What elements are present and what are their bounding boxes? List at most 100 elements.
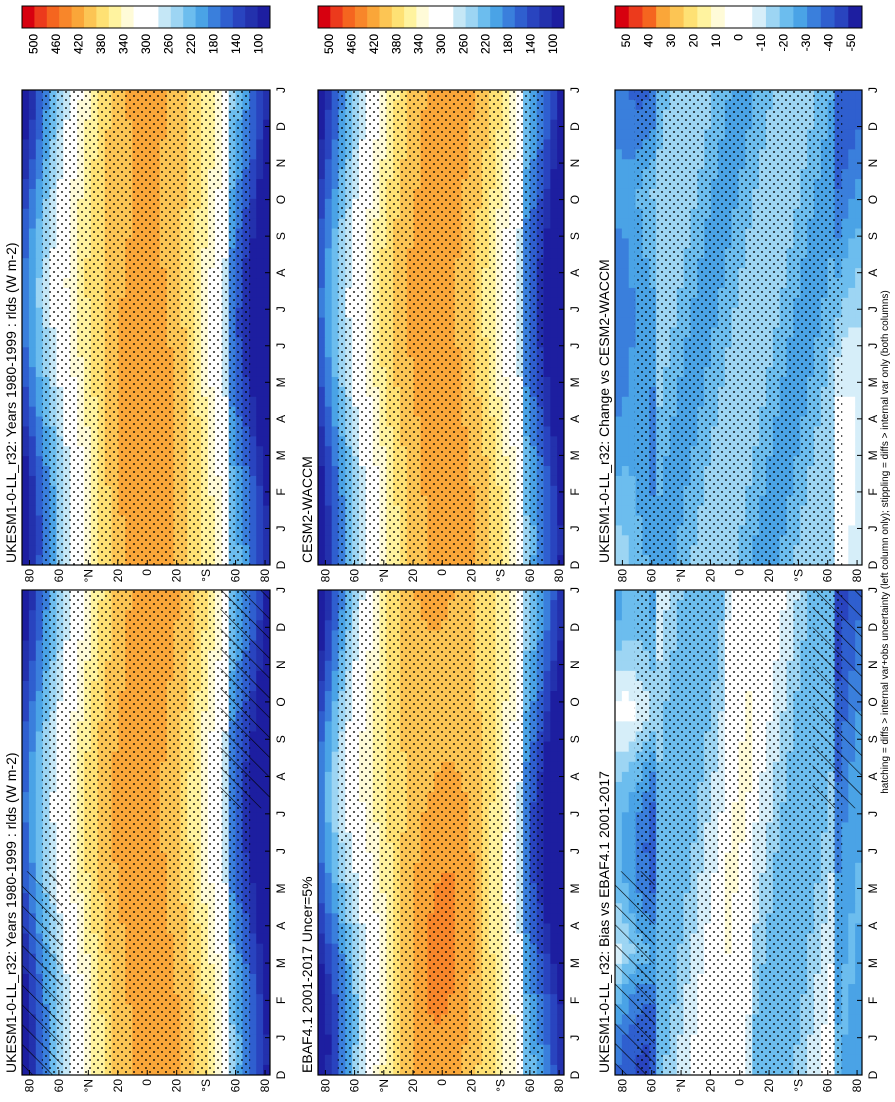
x-tick-label: J bbox=[866, 811, 880, 817]
x-tick-label: D bbox=[274, 122, 288, 131]
x-tick-label: J bbox=[568, 1035, 582, 1041]
x-tick-label: S bbox=[274, 735, 288, 743]
hatching bbox=[615, 871, 655, 1075]
x-tick-label: M bbox=[866, 883, 880, 893]
x-tick-label: J bbox=[866, 848, 880, 854]
x-tick-label: D bbox=[866, 560, 880, 569]
colorbar-tick-label: 300 bbox=[139, 34, 153, 54]
colorbar-tick-label: 500 bbox=[26, 34, 40, 54]
colorbar-tick-label: 180 bbox=[207, 34, 221, 54]
y-tick-label: 60 bbox=[645, 569, 659, 583]
x-tick-label: S bbox=[274, 232, 288, 240]
x-tick-label: N bbox=[274, 660, 288, 669]
x-tick-label: M bbox=[568, 450, 582, 460]
panel-2: UKESM1-0-LL_r32: Years 1980-1999 : rlds … bbox=[3, 5, 288, 583]
y-tick-label: 80 bbox=[850, 1079, 864, 1093]
x-tick-label: O bbox=[274, 697, 288, 706]
colorbar-tick-label: 220 bbox=[479, 34, 493, 54]
x-tick-label: D bbox=[568, 1070, 582, 1079]
y-tick-label: °S bbox=[494, 569, 508, 582]
y-tick-label: °S bbox=[791, 569, 805, 582]
colorbar-tick-label: 30 bbox=[664, 34, 678, 48]
y-tick-label: 80 bbox=[615, 569, 629, 583]
x-tick-label: J bbox=[866, 525, 880, 531]
colorbar-tick-label: 100 bbox=[252, 34, 266, 54]
x-tick-label: M bbox=[866, 377, 880, 387]
panel-title: EBAF4.1 2001-2017 Uncer=5% bbox=[299, 876, 315, 1073]
colorbar-tick-label: 0 bbox=[732, 34, 746, 41]
colorbar-tick-label: 420 bbox=[367, 34, 381, 54]
x-tick-label: M bbox=[274, 377, 288, 387]
x-tick-label: M bbox=[568, 883, 582, 893]
x-tick-label: J bbox=[274, 306, 288, 312]
x-tick-label: F bbox=[274, 997, 288, 1004]
x-tick-label: J bbox=[568, 343, 582, 349]
stippling bbox=[634, 90, 843, 565]
x-tick-label: J bbox=[274, 587, 288, 593]
y-tick-label: 80 bbox=[318, 1079, 332, 1093]
x-tick-label: A bbox=[274, 922, 288, 930]
panel-5: UKESM1-0-LL_r32: Bias vs EBAF4.1 2001-20… bbox=[596, 5, 880, 1093]
y-tick-label: 60 bbox=[348, 1079, 362, 1093]
x-tick-label: J bbox=[568, 87, 582, 93]
y-tick-label: °S bbox=[199, 1079, 213, 1092]
x-tick-label: J bbox=[274, 811, 288, 817]
x-tick-label: D bbox=[866, 122, 880, 131]
plot-frame bbox=[614, 589, 863, 1076]
y-tick-label: 60 bbox=[821, 569, 835, 583]
y-tick-label: 20 bbox=[170, 1079, 184, 1093]
x-tick-label: J bbox=[866, 587, 880, 593]
panel-6: UKESM1-0-LL_r32: Change vs CESM2-WACCM D J… bbox=[596, 5, 880, 583]
x-tick-label: J bbox=[568, 525, 582, 531]
x-tick-label: A bbox=[866, 269, 880, 277]
stippling bbox=[41, 590, 251, 1075]
x-tick-label: S bbox=[866, 735, 880, 743]
x-tick-label: O bbox=[568, 195, 582, 204]
x-tick-label: J bbox=[866, 343, 880, 349]
x-tick-label: M bbox=[568, 958, 582, 968]
colorbar-tick-label: 260 bbox=[456, 34, 470, 54]
x-tick-label: D bbox=[568, 122, 582, 131]
y-tick-label: 20 bbox=[464, 1079, 478, 1093]
colorbar-tick-label: 20 bbox=[687, 34, 701, 48]
x-tick-label: D bbox=[568, 623, 582, 632]
y-tick-label: 60 bbox=[523, 569, 537, 583]
colorbar: 500 460 420 380 340 300 260 220 180 140 100 bbox=[317, 5, 565, 54]
x-tick-label: J bbox=[274, 848, 288, 854]
x-tick-label: F bbox=[568, 997, 582, 1004]
colorbar: 500 460 420 380 340 300 260 220 180 140 100 bbox=[21, 5, 271, 54]
y-tick-label: 20 bbox=[703, 1079, 717, 1093]
y-tick-label: °N bbox=[674, 1079, 688, 1092]
panel-title: CESM2-WACCM bbox=[299, 456, 315, 563]
y-tick-label: °N bbox=[377, 569, 391, 582]
colorbar-tick-label: 380 bbox=[94, 34, 108, 54]
x-tick-label: J bbox=[866, 306, 880, 312]
x-tick-label: J bbox=[568, 587, 582, 593]
plot-frame bbox=[614, 89, 863, 566]
colorbar-tick-label: 40 bbox=[642, 34, 656, 48]
x-tick-label: A bbox=[274, 415, 288, 423]
x-tick-label: N bbox=[568, 159, 582, 168]
x-tick-label: J bbox=[274, 343, 288, 349]
colorbar-tick-label: 420 bbox=[71, 34, 85, 54]
colorbar-tick-label: 100 bbox=[546, 34, 560, 54]
x-tick-label: D bbox=[866, 623, 880, 632]
y-tick-label: °N bbox=[377, 1079, 391, 1092]
x-tick-label: S bbox=[568, 232, 582, 240]
x-tick-label: D bbox=[274, 1070, 288, 1079]
y-tick-label: 20 bbox=[170, 569, 184, 583]
colorbar-tick-label: 500 bbox=[322, 34, 336, 54]
x-tick-label: F bbox=[866, 997, 880, 1004]
hatching bbox=[22, 871, 62, 1075]
colorbar-tick-label: 300 bbox=[139, 34, 153, 54]
panel-title: UKESM1-0-LL_r32: Change vs CESM2-WACCM bbox=[596, 259, 612, 563]
y-tick-label: 80 bbox=[22, 1079, 36, 1093]
y-tick-label: 20 bbox=[111, 569, 125, 583]
colorbar-tick-label: 140 bbox=[523, 34, 537, 54]
colorbar-tick-label: 180 bbox=[501, 34, 515, 54]
colorbar-tick-label: 220 bbox=[479, 34, 493, 54]
y-tick-label: 20 bbox=[703, 569, 717, 583]
colorbar-tick-label: 260 bbox=[162, 34, 176, 54]
x-tick-label: A bbox=[274, 773, 288, 781]
